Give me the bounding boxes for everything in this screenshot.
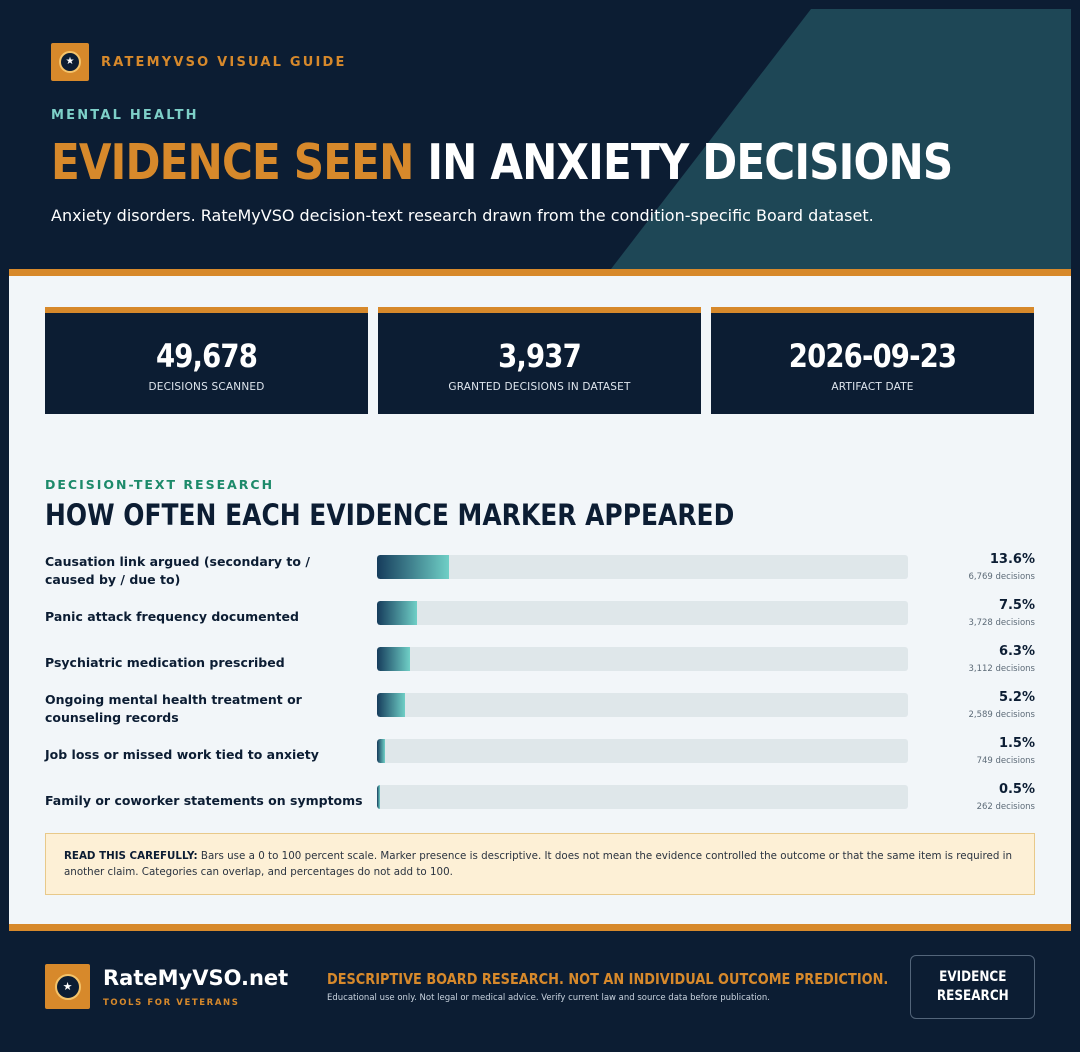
shield-star-icon: ★ bbox=[51, 43, 89, 81]
bar-row: Panic attack frequency documented 7.5% 3,7… bbox=[45, 594, 1035, 640]
bar-label: Ongoing mental health treatment or couns… bbox=[45, 692, 302, 725]
badge-label: EVIDENCE RESEARCH bbox=[936, 969, 1009, 1004]
bar-row: Causation link argued (secondary to / ca… bbox=[45, 548, 1035, 594]
stat-caption: ARTIFACT DATE bbox=[831, 381, 914, 393]
bar-count-label: 6,769 decisions bbox=[968, 572, 1035, 582]
bar-track bbox=[377, 693, 908, 717]
stat-caption: GRANTED DECISIONS IN DATASET bbox=[448, 381, 631, 393]
bar bbox=[377, 785, 380, 809]
header-divider bbox=[9, 269, 1071, 276]
page-title-rest: IN ANXIETY DECISIONS bbox=[427, 134, 953, 191]
bar-track bbox=[377, 601, 908, 625]
bar-row: Family or coworker statements on symptom… bbox=[45, 778, 1035, 824]
page-title: EVIDENCE SEEN IN ANXIETY DECISIONS bbox=[51, 133, 953, 193]
bar-count-label: 749 decisions bbox=[976, 756, 1035, 766]
bar-value-label: 6.3% bbox=[998, 644, 1035, 659]
evidence-research-badge: EVIDENCE RESEARCH bbox=[910, 955, 1035, 1019]
stat-card-decisions: 49,678 DECISIONS SCANNED bbox=[45, 307, 368, 414]
bar-count-label: 2,589 decisions bbox=[968, 710, 1035, 720]
bar-track bbox=[377, 647, 908, 671]
page-subtitle: Anxiety disorders. RateMyVSO decision-te… bbox=[51, 206, 874, 225]
caution-note-text: Bars use a 0 to 100 percent scale. Marke… bbox=[64, 850, 1013, 878]
bar-value-label: 0.5% bbox=[998, 782, 1035, 797]
bar-row: Psychiatric medication prescribed 6.3% 3,1… bbox=[45, 640, 1035, 686]
stat-caption: DECISIONS SCANNED bbox=[148, 381, 265, 393]
bar-value-label: 1.5% bbox=[998, 736, 1035, 751]
bar-label: Panic attack frequency documented bbox=[45, 609, 299, 624]
hero-header: ★ RATEMYVSO VISUAL GUIDE MENTAL HEALTH E… bbox=[9, 9, 1071, 269]
bar-label: Causation link argued (secondary to / ca… bbox=[45, 554, 310, 587]
brand-label: RATEMYVSO VISUAL GUIDE bbox=[101, 54, 347, 70]
bar-count-label: 3,112 decisions bbox=[968, 664, 1035, 674]
stat-value: 2026-09-23 bbox=[788, 337, 957, 375]
bar bbox=[377, 647, 411, 671]
bar-row: Ongoing mental health treatment or couns… bbox=[45, 686, 1035, 732]
section-title: HOW OFTEN EACH EVIDENCE MARKER APPEARED bbox=[45, 498, 735, 532]
bar-track bbox=[377, 739, 908, 763]
bar-track bbox=[377, 785, 908, 809]
bar-label: Psychiatric medication prescribed bbox=[45, 655, 285, 670]
caution-note: READ THIS CAREFULLY: Bars use a 0 to 100… bbox=[45, 833, 1035, 895]
category-eyebrow: MENTAL HEALTH bbox=[51, 108, 199, 123]
bar-count-label: 262 decisions bbox=[976, 802, 1035, 812]
bar-value-label: 13.6% bbox=[989, 552, 1035, 567]
footer-brand-name[interactable]: RateMyVSO.net bbox=[103, 966, 289, 990]
footer-disclaimer-heading: DESCRIPTIVE BOARD RESEARCH. NOT AN INDIV… bbox=[327, 970, 889, 988]
bar-label: Job loss or missed work tied to anxiety bbox=[45, 747, 319, 762]
footer-divider bbox=[9, 924, 1071, 931]
bar-count-label: 3,728 decisions bbox=[968, 618, 1035, 628]
bar-value-label: 5.2% bbox=[998, 690, 1035, 705]
section-eyebrow: DECISION-TEXT RESEARCH bbox=[45, 477, 275, 492]
stat-card-date: 2026-09-23 ARTIFACT DATE bbox=[711, 307, 1034, 414]
footer-tagline: TOOLS FOR VETERANS bbox=[103, 998, 240, 1008]
bar bbox=[377, 601, 417, 625]
brand-row: ★ RATEMYVSO VISUAL GUIDE bbox=[51, 43, 347, 81]
bar-chart: Causation link argued (secondary to / ca… bbox=[45, 548, 1035, 824]
bar-label: Family or coworker statements on symptom… bbox=[45, 793, 363, 808]
shield-star-icon: ★ bbox=[45, 964, 90, 1009]
stat-value: 3,937 bbox=[498, 337, 582, 375]
stat-card-granted: 3,937 GRANTED DECISIONS IN DATASET bbox=[378, 307, 701, 414]
stat-value: 49,678 bbox=[155, 337, 258, 375]
content-panel: 49,678 DECISIONS SCANNED 3,937 GRANTED D… bbox=[9, 276, 1071, 924]
caution-note-lead: READ THIS CAREFULLY: bbox=[64, 850, 198, 862]
bar-row: Job loss or missed work tied to anxiety 1… bbox=[45, 732, 1035, 778]
bar bbox=[377, 739, 385, 763]
bar bbox=[377, 693, 405, 717]
bar bbox=[377, 555, 450, 579]
bar-value-label: 7.5% bbox=[998, 598, 1035, 613]
page-title-accent: EVIDENCE SEEN bbox=[51, 134, 414, 191]
footer-fine-print: Educational use only. Not legal or medic… bbox=[327, 993, 770, 1003]
stat-cards: 49,678 DECISIONS SCANNED 3,937 GRANTED D… bbox=[45, 307, 1034, 414]
bar-track bbox=[377, 555, 908, 579]
